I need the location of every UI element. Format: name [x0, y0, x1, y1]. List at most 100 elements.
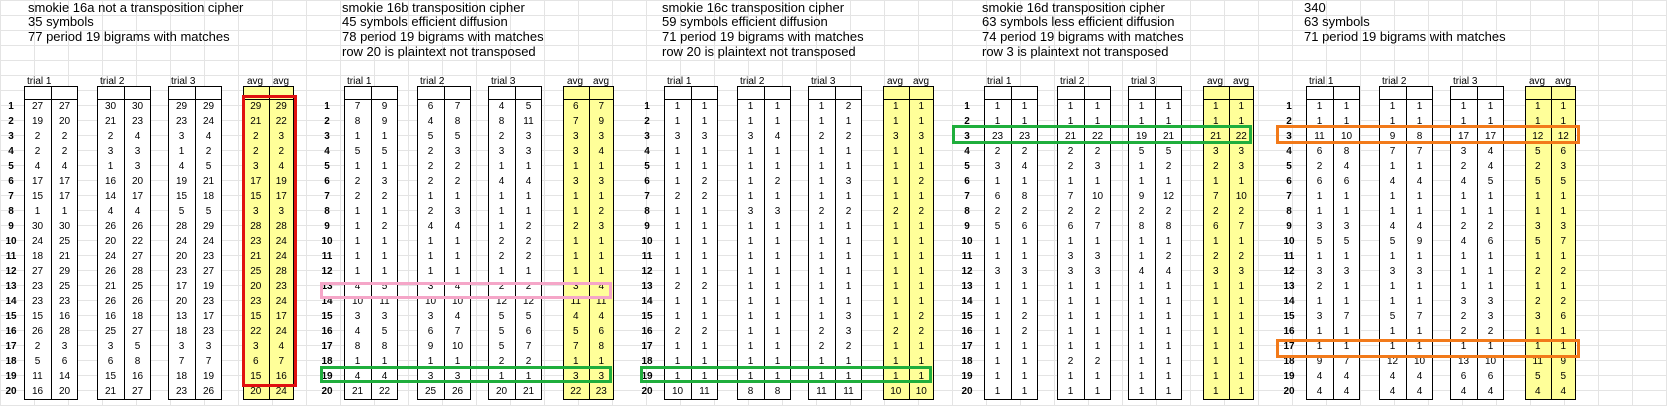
row-number[interactable]: 13 [961, 281, 973, 292]
data-cell[interactable]: 1 [1343, 326, 1350, 337]
data-cell[interactable]: 2 [1460, 161, 1467, 172]
data-cell[interactable]: 1 [774, 371, 781, 382]
data-cell[interactable]: 1 [1067, 371, 1074, 382]
data-cell[interactable]: 1 [918, 251, 925, 262]
data-cell[interactable]: 5 [525, 101, 532, 112]
data-cell[interactable]: 1 [918, 161, 925, 172]
data-cell[interactable]: 1 [674, 341, 681, 352]
data-cell[interactable]: 1 [1021, 371, 1028, 382]
data-cell[interactable]: 2 [34, 131, 41, 142]
data-cell[interactable]: 1 [1487, 341, 1494, 352]
data-cell[interactable]: 23 [58, 296, 71, 307]
data-cell[interactable]: 15 [250, 371, 262, 382]
data-cell[interactable]: 29 [202, 101, 215, 112]
data-cell[interactable]: 5 [498, 341, 505, 352]
data-cell[interactable]: 1 [1416, 191, 1423, 202]
avg-label[interactable]: avg [1233, 76, 1250, 87]
data-cell[interactable]: 4 [61, 161, 68, 172]
data-cell[interactable]: 20 [131, 176, 144, 187]
data-cell[interactable]: 5 [498, 326, 505, 337]
data-cell[interactable]: 2 [525, 281, 532, 292]
row-number[interactable]: 15 [961, 311, 973, 322]
data-cell[interactable]: 18 [131, 311, 144, 322]
data-cell[interactable]: 8 [1138, 221, 1145, 232]
data-cell[interactable]: 1 [1021, 281, 1028, 292]
data-cell[interactable]: 4 [1343, 161, 1350, 172]
data-cell[interactable]: 1 [818, 146, 825, 157]
data-cell[interactable]: 9 [1416, 236, 1423, 247]
data-cell[interactable]: 7 [454, 101, 461, 112]
data-cell[interactable]: 1 [774, 146, 781, 157]
data-cell[interactable]: 3 [674, 131, 681, 142]
data-cell[interactable]: 1 [1560, 341, 1567, 352]
row-number[interactable]: 9 [324, 221, 330, 232]
data-cell[interactable]: 2 [1487, 221, 1494, 232]
data-cell[interactable]: 1 [747, 356, 754, 367]
row-number[interactable]: 10 [5, 236, 17, 247]
data-cell[interactable]: 3 [1316, 266, 1323, 277]
data-cell[interactable]: 3 [205, 341, 212, 352]
data-cell[interactable]: 1 [774, 356, 781, 367]
row-number[interactable]: 11 [5, 251, 17, 262]
data-cell[interactable]: 1 [1460, 191, 1467, 202]
data-cell[interactable]: 1 [845, 191, 852, 202]
avg-label[interactable]: avg [567, 76, 584, 87]
data-cell[interactable]: 1 [674, 146, 681, 157]
data-cell[interactable]: 4 [381, 371, 388, 382]
data-cell[interactable]: 1 [747, 161, 754, 172]
data-cell[interactable]: 1 [1416, 296, 1423, 307]
data-cell[interactable]: 1 [1343, 251, 1350, 262]
data-cell[interactable]: 1 [747, 341, 754, 352]
data-cell[interactable]: 24 [275, 386, 287, 397]
row-number[interactable]: 5 [1286, 161, 1292, 172]
data-cell[interactable]: 1 [1094, 386, 1101, 397]
data-cell[interactable]: 1 [1534, 281, 1541, 292]
data-cell[interactable]: 3 [1238, 266, 1245, 277]
data-cell[interactable]: 1 [1212, 371, 1219, 382]
data-cell[interactable]: 4 [1416, 371, 1423, 382]
row-number[interactable]: 20 [641, 386, 653, 397]
data-cell[interactable]: 1 [1165, 386, 1172, 397]
data-cell[interactable]: 1 [1487, 281, 1494, 292]
data-cell[interactable]: 2 [525, 356, 532, 367]
data-cell[interactable]: 1 [381, 131, 388, 142]
data-cell[interactable]: 1 [1487, 101, 1494, 112]
trial-label[interactable]: trial 1 [667, 76, 692, 87]
data-cell[interactable]: 11 [523, 116, 534, 127]
row-number[interactable]: 19 [5, 371, 17, 382]
data-cell[interactable]: 1 [454, 251, 461, 262]
data-cell[interactable]: 1 [918, 146, 925, 157]
data-cell[interactable]: 2 [107, 131, 114, 142]
data-cell[interactable]: 5 [178, 206, 185, 217]
data-cell[interactable]: 1 [774, 311, 781, 322]
data-cell[interactable]: 3 [572, 371, 579, 382]
data-cell[interactable]: 1 [747, 371, 754, 382]
data-cell[interactable]: 2 [278, 146, 285, 157]
data-cell[interactable]: 28 [175, 221, 188, 232]
data-cell[interactable]: 5 [427, 131, 434, 142]
data-cell[interactable]: 4 [498, 176, 505, 187]
row-number[interactable]: 18 [641, 356, 653, 367]
row-number[interactable]: 18 [321, 356, 333, 367]
data-cell[interactable]: 1 [892, 236, 899, 247]
data-cell[interactable]: 4 [1021, 161, 1028, 172]
data-cell[interactable]: 2 [1067, 206, 1074, 217]
data-cell[interactable]: 1 [994, 386, 1001, 397]
panel-header-line-3[interactable]: 71 period 19 bigrams with matches [662, 29, 864, 44]
data-cell[interactable]: 3 [845, 311, 852, 322]
data-cell[interactable]: 1 [1212, 356, 1219, 367]
data-cell[interactable]: 1 [674, 206, 681, 217]
data-cell[interactable]: 1 [892, 311, 899, 322]
data-cell[interactable]: 2 [525, 221, 532, 232]
data-cell[interactable]: 7 [525, 341, 532, 352]
row-number[interactable]: 8 [1286, 206, 1292, 217]
data-cell[interactable]: 2 [498, 131, 505, 142]
data-cell[interactable]: 1 [747, 116, 754, 127]
data-cell[interactable]: 22 [570, 386, 582, 397]
data-cell[interactable]: 21 [202, 176, 215, 187]
row-number[interactable]: 7 [324, 191, 330, 202]
data-cell[interactable]: 1 [674, 116, 681, 127]
data-cell[interactable]: 17 [202, 311, 215, 322]
avg-label[interactable]: avg [273, 76, 290, 87]
data-cell[interactable]: 1 [61, 206, 68, 217]
